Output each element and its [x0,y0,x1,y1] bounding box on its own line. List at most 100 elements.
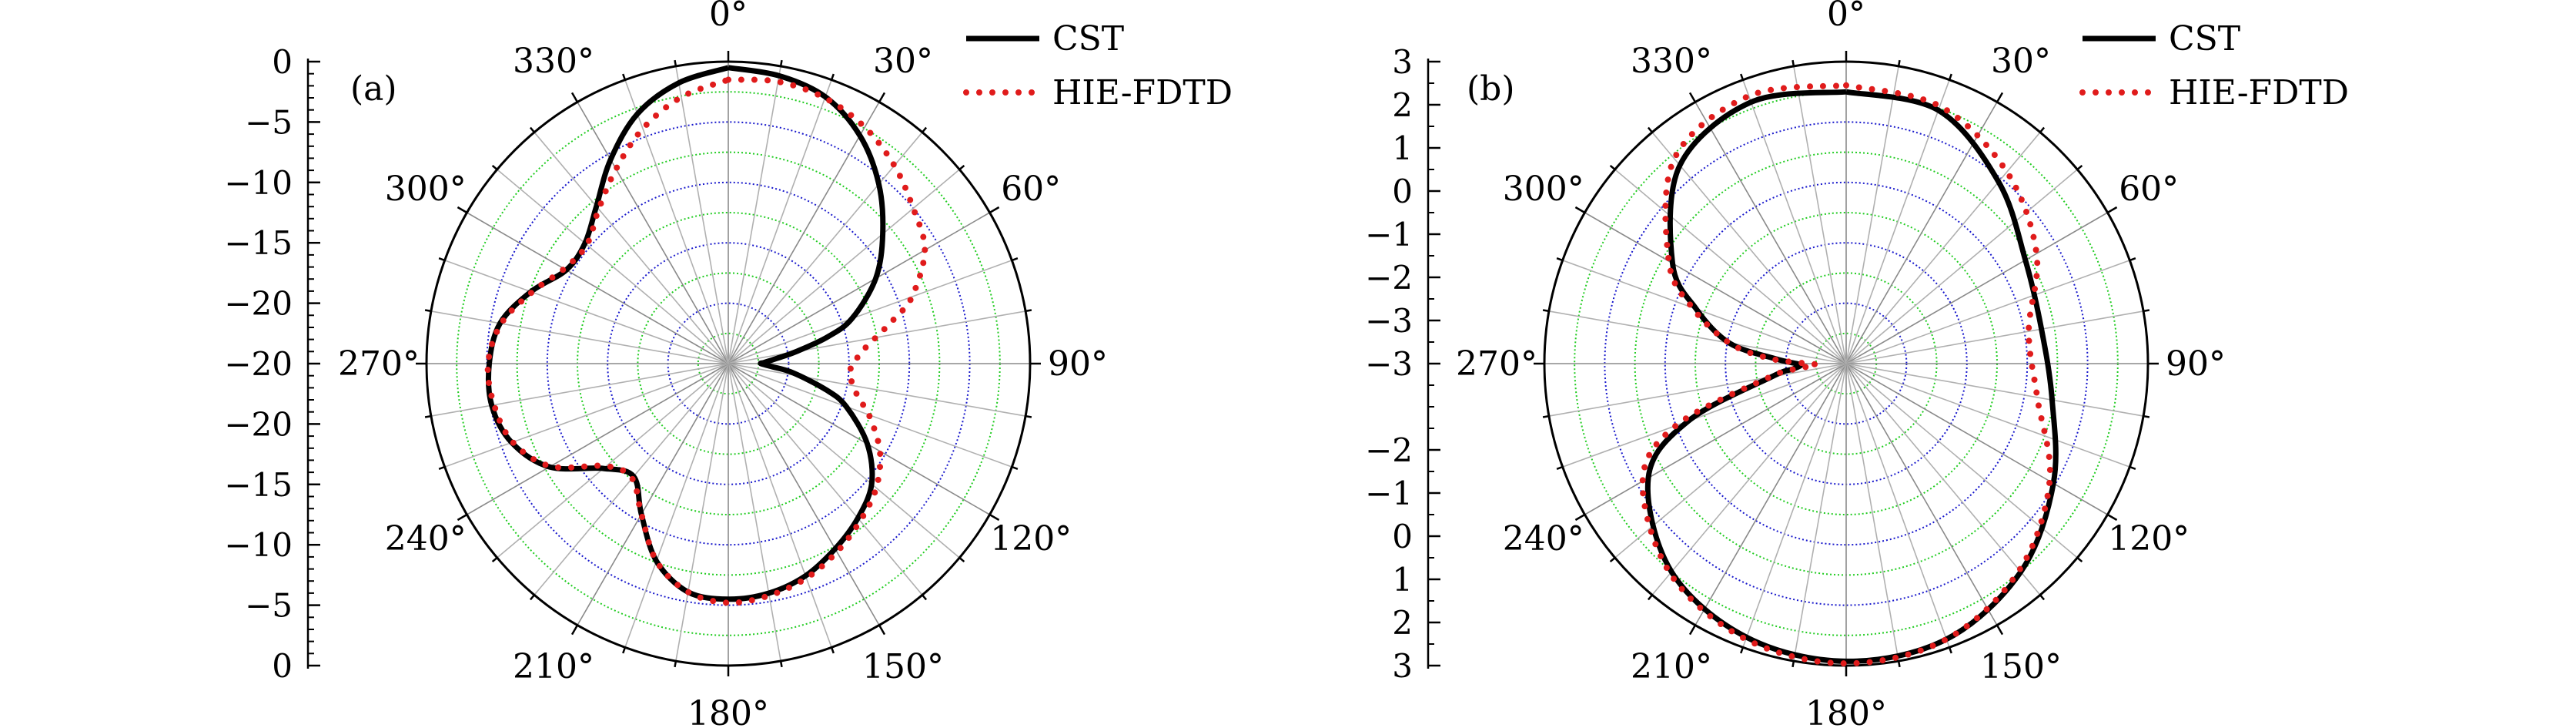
angle-tick [1688,92,1697,103]
angle-tick [570,624,579,636]
angle-tick [958,557,965,563]
angle-tick [457,513,468,522]
angle-tick [438,257,446,262]
radial-tick-label: 3 [1392,647,1413,685]
grid-spoke [1845,363,2078,559]
series-cst-curve [1644,89,2059,664]
grid-spoke [1793,363,1847,662]
grid-spoke [1694,102,1847,364]
grid-spoke [675,363,729,662]
grid-spoke [728,363,960,559]
grid-spoke [577,363,729,626]
angle-tick [878,624,886,636]
angle-tick [424,414,432,418]
angle-label: 150° [1980,647,2062,686]
radial-tick-label: −2 [1365,431,1413,469]
grid-spoke [728,132,923,364]
angle-tick [2106,513,2118,522]
radial-tick-label: 0 [272,43,293,81]
angle-label: 330° [513,42,594,81]
radial-tick-label: −20 [224,285,293,323]
grid-spoke [728,260,1012,364]
angle-tick [2129,257,2136,262]
radial-tick-label: −20 [224,345,293,383]
angle-label: 240° [1503,519,1584,559]
angle-label: 300° [385,169,467,209]
radial-tick-label: 1 [1392,561,1413,599]
angle-tick [2106,206,2118,214]
angle-tick [878,92,886,103]
legend-label-hie-fdtd: HIE-FDTD [1052,73,1233,112]
angle-tick [1011,465,1019,470]
angle-label: 60° [2119,169,2179,209]
radial-tick-label: −5 [245,587,293,625]
angle-label: 0° [1827,0,1865,34]
angle-tick [622,73,627,81]
angle-tick [1740,646,1745,654]
grid-spoke [728,212,990,364]
grid-spoke [444,363,729,468]
grid-spoke [1548,310,1847,364]
grid-spoke [728,363,923,595]
grid-spoke [1845,363,2108,515]
angle-label: 270° [338,344,420,384]
angle-tick [491,557,498,563]
angle-tick [1025,414,1032,418]
grid-spoke [430,310,729,364]
angle-label: 90° [2166,344,2226,384]
grid-spoke [444,260,729,364]
series-hie-fdtd-curve [1639,82,2053,667]
angle-tick [2143,309,2150,313]
angle-label: 120° [990,519,1072,559]
legend-label-cst: CST [2169,19,2240,59]
radial-tick-label: 1 [1392,129,1413,167]
angle-tick [830,646,835,654]
grid-spoke [1651,132,1847,364]
angle-label: 180° [1805,694,1887,728]
grid-spoke [728,363,1026,417]
radial-tick-label: −3 [1365,345,1413,383]
panel-label: (b) [1467,69,1515,109]
angle-tick [1996,92,2004,103]
grid-spoke [1845,79,1950,364]
grid-spoke [467,212,729,364]
angle-label: 120° [2108,519,2190,559]
angle-label: 60° [1001,169,1061,209]
angle-tick [1542,414,1550,418]
grid-spoke [1614,169,1847,364]
grid-spoke [728,363,990,515]
angle-tick [2039,126,2046,133]
grid-spoke [1845,363,1998,626]
angle-tick [622,646,627,654]
grid-spoke [624,363,729,648]
radial-tick-label: 3 [1392,43,1413,81]
radial-tick-label: −10 [224,164,293,202]
angle-label: 30° [1991,42,2051,81]
grid-spoke [497,169,729,364]
radial-tick-label: −2 [1365,259,1413,297]
grid-spoke [1845,363,2144,417]
angle-tick [2129,465,2136,470]
grid-spoke [675,65,729,364]
radial-tick-label: 2 [1392,604,1413,642]
angle-tick [1948,73,1952,81]
angle-tick [529,126,535,133]
angle-tick [1556,465,1564,470]
angle-tick [491,164,498,170]
grid-spoke [1845,65,1899,364]
angle-label: 0° [709,0,748,34]
angle-tick [1791,660,1795,668]
angle-tick [570,92,579,103]
angle-tick [1791,59,1795,67]
radial-tick-label: 0 [272,647,293,685]
angle-tick [1740,73,1745,81]
grid-spoke [430,363,729,417]
angle-label: 150° [862,647,944,686]
grid-spoke [1845,260,2130,364]
angle-tick [438,465,446,470]
angle-tick [2039,594,2046,601]
grid-spoke [728,65,781,364]
grid-spoke [728,363,781,662]
grid-spoke [1845,310,2144,364]
